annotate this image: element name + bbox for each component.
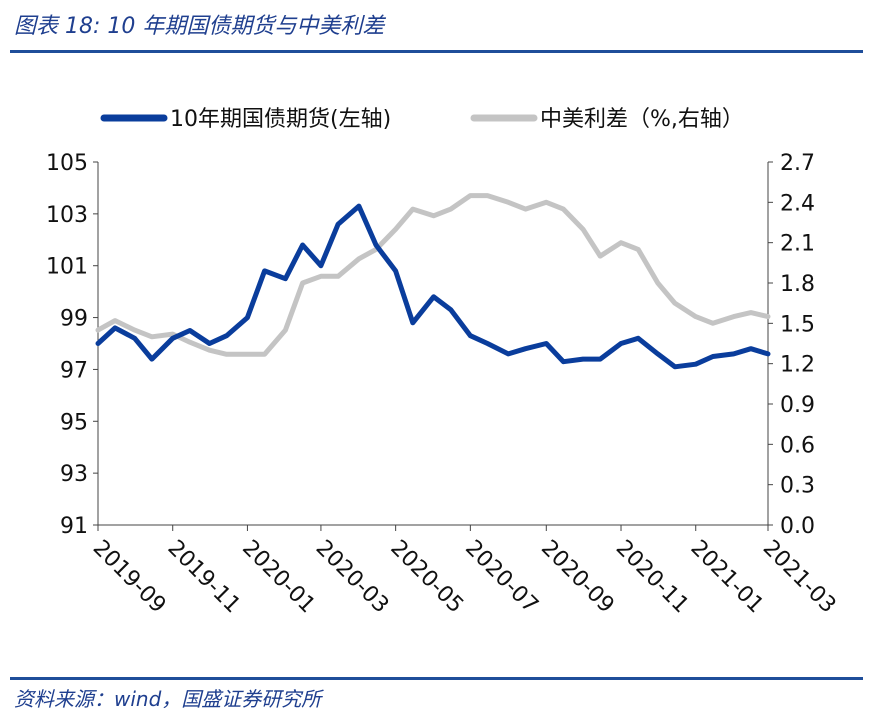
- y-right-tick-label: 0.6: [780, 433, 815, 458]
- y-left-tick-label: 93: [60, 462, 88, 487]
- title-rule: [10, 50, 863, 53]
- y-left-tick-label: 95: [60, 410, 88, 435]
- y-left-tick-label: 101: [46, 255, 88, 280]
- y-right-tick-label: 2.7: [780, 151, 815, 176]
- series-line-futures: [95, 203, 771, 370]
- series-line-spread: [95, 193, 771, 357]
- x-tick-label: 2020-09: [536, 536, 619, 619]
- y-left-tick-label: 103: [46, 203, 88, 228]
- legend: 10年期国债期货(左轴) 中美利差（%,右轴）: [100, 107, 744, 132]
- y-right-tick-label: 2.1: [780, 232, 815, 257]
- x-tick-label: 2020-01: [237, 536, 320, 619]
- tick-labels: 91 93 95 97 99 101 103 105 0.0 0.3 0.6 0.9 1.2 1.5 1.8…: [46, 151, 840, 618]
- series-layer: [95, 193, 771, 370]
- source-note: 资料来源：wind，国盛证券研究所: [14, 687, 322, 711]
- x-tick-label: 2020-05: [385, 536, 468, 619]
- footer-rule: [10, 677, 863, 680]
- y-left-tick-label: 99: [60, 307, 88, 332]
- y-left-tick-label: 97: [60, 358, 88, 383]
- y-right-tick-label: 2.4: [780, 191, 815, 216]
- y-right-tick-label: 1.2: [780, 353, 815, 378]
- x-tick-label: 2021-03: [758, 536, 841, 619]
- x-tick-label: 2020-11: [611, 536, 694, 619]
- y-left-tick-label: 105: [46, 151, 88, 176]
- x-tick-label: 2019-09: [88, 536, 171, 619]
- legend-label-spread: 中美利差（%,右轴）: [540, 107, 744, 132]
- x-tick-label: 2020-07: [460, 536, 543, 619]
- x-tick-label: 2021-01: [685, 536, 768, 619]
- x-tick-label: 2020-03: [311, 536, 394, 619]
- x-tick-label: 2019-11: [162, 536, 245, 619]
- y-right-tick-label: 1.8: [780, 272, 815, 297]
- figure-title: 图表 18: 10 年期国债期货与中美利差: [14, 14, 385, 39]
- y-right-tick-label: 0.0: [780, 514, 815, 539]
- legend-label-futures: 10年期国债期货(左轴): [170, 107, 391, 132]
- y-right-tick-label: 0.3: [780, 474, 815, 499]
- y-right-tick-label: 0.9: [780, 393, 815, 418]
- y-left-tick-label: 91: [60, 514, 88, 539]
- y-right-tick-label: 1.5: [780, 312, 815, 337]
